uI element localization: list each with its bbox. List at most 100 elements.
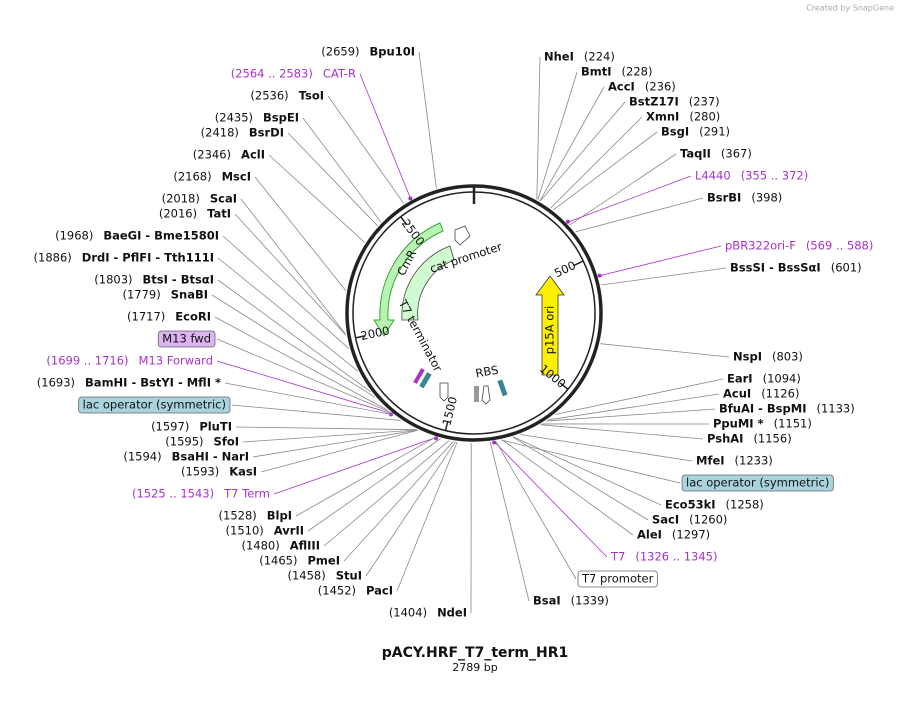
position-label: (1151) xyxy=(774,417,812,431)
position-label: (803) xyxy=(772,350,803,364)
leader-line xyxy=(234,213,347,336)
position-label: (1326 .. 1345) xyxy=(635,550,717,564)
feature-name: M13 Forward xyxy=(139,354,213,368)
m13-mark xyxy=(413,368,425,384)
p15a-ori-arrow xyxy=(535,275,565,376)
enzyme-name: MscI xyxy=(222,170,251,184)
enzyme-name: BtsI - BtsαI xyxy=(143,273,214,287)
feature-label: RBS xyxy=(474,363,499,381)
position-label: (1260) xyxy=(689,513,727,527)
enzyme-name: TsoI xyxy=(299,89,324,103)
position-label: (569 .. 588) xyxy=(806,239,874,253)
t7-terminator-mark xyxy=(439,382,449,402)
enzyme-name: BsaHI - NarI xyxy=(172,450,249,464)
leader-line xyxy=(211,294,376,398)
feature-name: CAT-R xyxy=(323,67,356,81)
cmr-arrow xyxy=(373,222,444,337)
position-label: (1297) xyxy=(672,528,710,542)
enzyme-name: PshAI xyxy=(707,432,743,446)
title: pACY.HRF_T7_term_HR1 xyxy=(382,645,569,661)
position-label: (1528) xyxy=(219,509,257,523)
leader-line xyxy=(536,56,541,200)
ring-tick xyxy=(573,260,584,266)
position-label: (1404) xyxy=(389,606,427,620)
feature-box xyxy=(78,396,231,414)
position-label: (398) xyxy=(751,191,782,205)
leader-line xyxy=(327,95,405,204)
position-label: (1133) xyxy=(816,402,854,416)
leader-line xyxy=(495,440,577,580)
leader-line xyxy=(512,436,649,521)
leader-line xyxy=(216,360,392,414)
leader-line xyxy=(547,393,720,421)
enzyme-name: BsrDI xyxy=(249,126,284,140)
position-label: (2564 .. 2583) xyxy=(231,67,313,81)
enzyme-name: BlpI xyxy=(267,509,292,523)
position-label: (1803) xyxy=(94,273,132,287)
position-label: (2346) xyxy=(193,148,231,162)
enzyme-name: AclI xyxy=(241,148,265,162)
enzyme-name: StuI xyxy=(336,569,362,583)
leader-line xyxy=(224,382,394,416)
leader-line xyxy=(555,378,724,415)
ring-tick xyxy=(559,382,569,390)
leader-line xyxy=(235,426,417,431)
cat-promoter-arrow xyxy=(401,245,455,321)
feature-mark xyxy=(492,440,497,445)
position-label: (2659) xyxy=(321,45,359,59)
enzyme-name: Eco53kI xyxy=(665,498,716,512)
enzyme-name: XmnI xyxy=(646,110,679,124)
enzyme-name: EarI xyxy=(727,372,753,386)
ring-tick xyxy=(444,420,449,431)
position-label: (1717) xyxy=(127,310,165,324)
position-label: (228) xyxy=(622,65,653,79)
position-label: (1595) xyxy=(165,435,203,449)
enzyme-name: KasI xyxy=(229,465,257,479)
leader-line xyxy=(273,437,437,495)
enzyme-name: EcoRI xyxy=(175,310,211,324)
position-label: (1233) xyxy=(735,454,773,468)
leader-line xyxy=(546,408,716,422)
leader-line xyxy=(268,154,366,243)
position-label: (1968) xyxy=(55,229,93,243)
leader-line xyxy=(537,71,578,200)
position-label: (1594) xyxy=(123,450,161,464)
position-label: (1779) xyxy=(122,288,160,302)
leaders xyxy=(211,51,730,614)
feature-name: pBR322ori-F xyxy=(725,239,796,253)
leader-line xyxy=(493,441,608,558)
leader-line xyxy=(502,439,634,536)
leader-line xyxy=(287,132,378,227)
ring-tick xyxy=(355,335,366,339)
enzyme-name: PacI xyxy=(366,584,393,598)
position-label: (1510) xyxy=(226,524,264,538)
leader-line xyxy=(240,198,347,335)
enzyme-name: ScaI xyxy=(210,192,237,206)
enzyme-name: PpuMI * xyxy=(713,417,764,431)
leader-line xyxy=(489,441,530,602)
leader-line xyxy=(539,86,605,202)
enzyme-name: TatI xyxy=(207,207,231,221)
leader-line xyxy=(359,73,412,200)
leader-line xyxy=(567,175,692,223)
position-label: (1156) xyxy=(753,432,791,446)
position-label: (2418) xyxy=(201,126,239,140)
position-label: (1258) xyxy=(726,498,764,512)
leader-line xyxy=(550,116,643,209)
position-label: (291) xyxy=(699,125,730,139)
position-label: (236) xyxy=(645,80,676,94)
enzyme-name: NheI xyxy=(544,50,574,64)
position-label: (1597) xyxy=(151,420,189,434)
feature-box xyxy=(157,330,216,348)
cat-promoter-head xyxy=(454,225,471,246)
ring-tick-label: 1500 xyxy=(439,395,460,427)
feature-box xyxy=(577,570,658,588)
position-label: (2016) xyxy=(159,207,197,221)
lac-operator-mark-2 xyxy=(497,379,508,397)
leader-line xyxy=(598,245,722,277)
enzyme-name: MfeI xyxy=(696,454,725,468)
position-label: (1699 .. 1716) xyxy=(46,354,128,368)
position-label: (1525 .. 1543) xyxy=(132,487,214,501)
feature-box-label: T7 promoter xyxy=(581,572,654,586)
